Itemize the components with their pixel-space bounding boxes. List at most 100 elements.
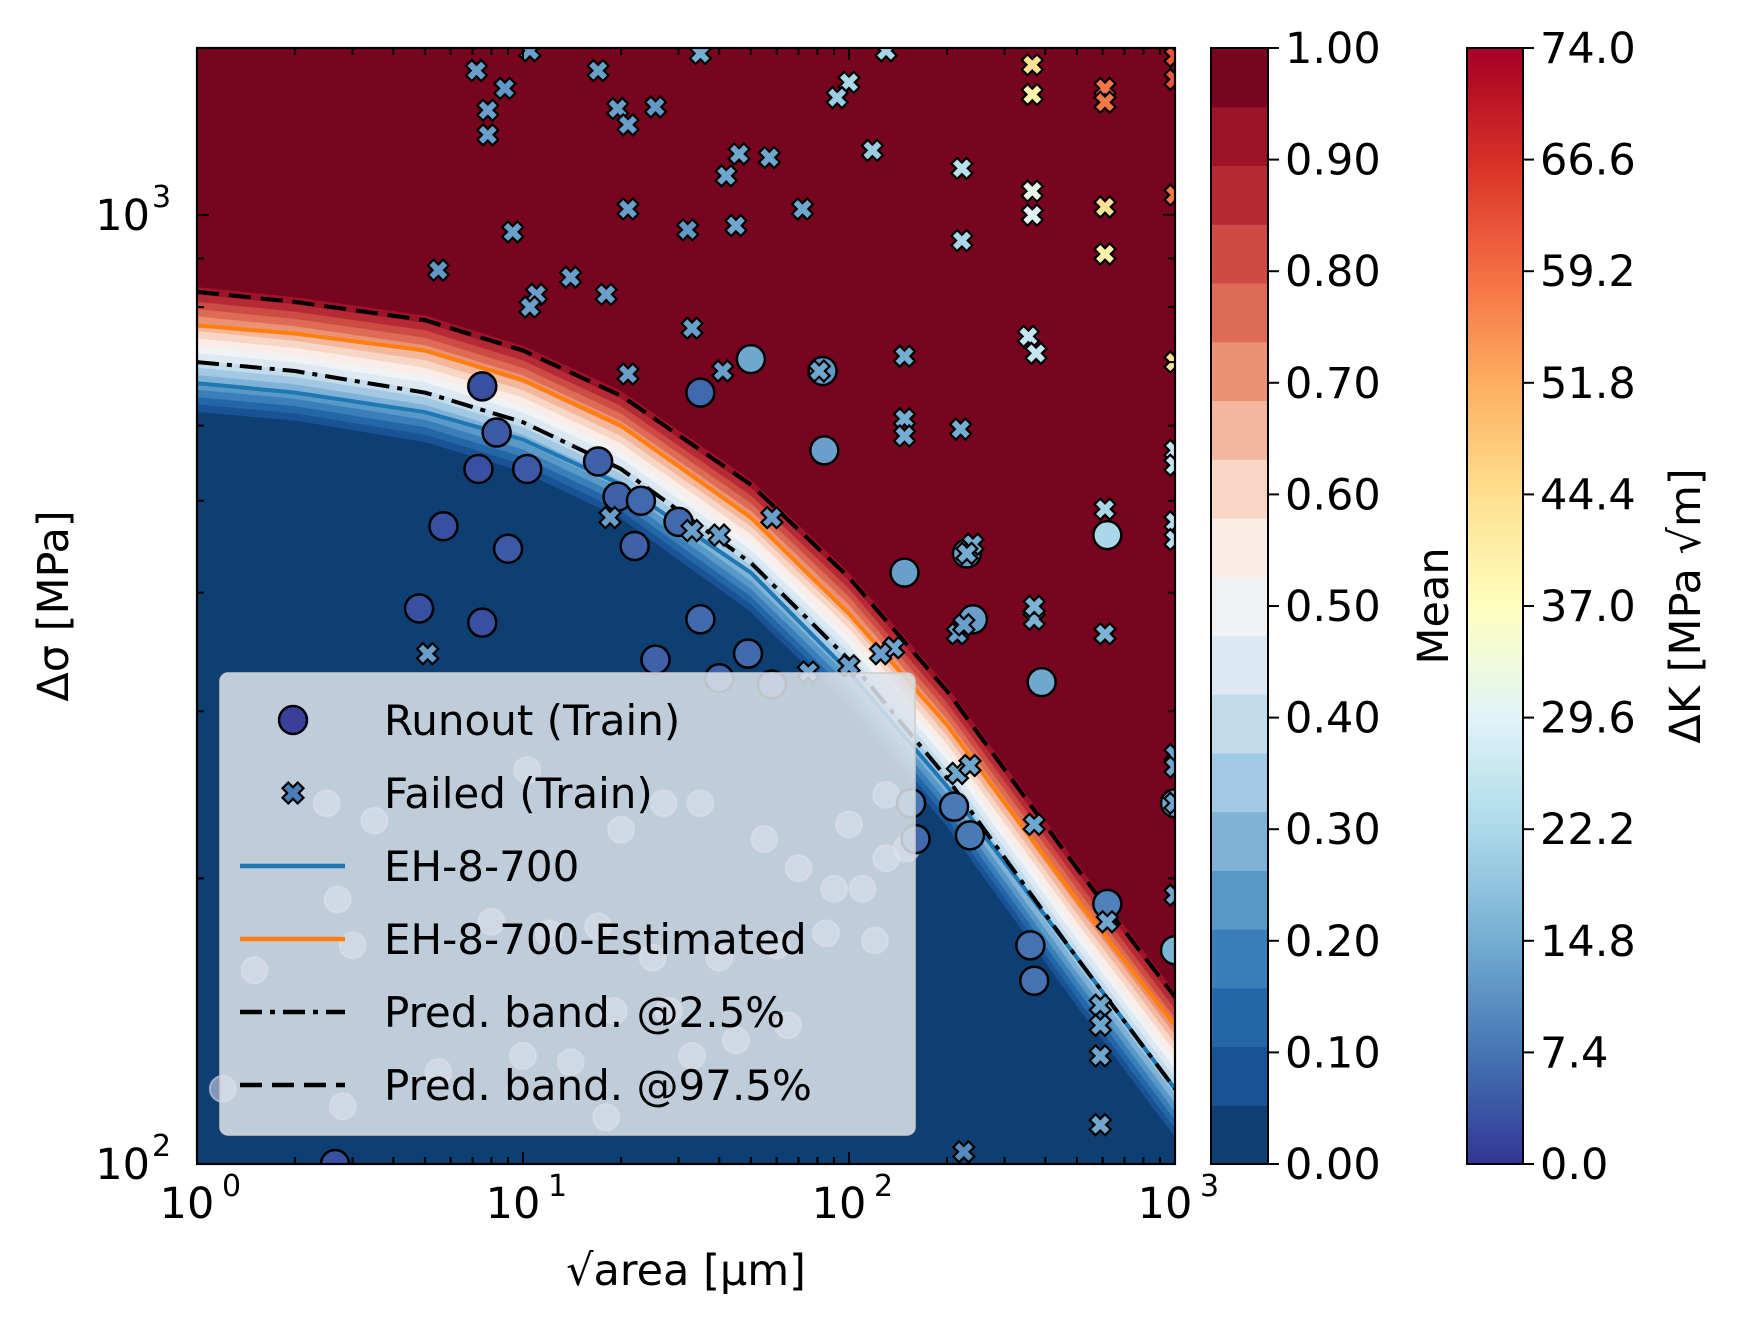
x-tick-label: 10	[1138, 1179, 1193, 1229]
dk-colorbar-segment	[1467, 1130, 1523, 1137]
dk-colorbar-segment	[1467, 723, 1523, 730]
mean-colorbar-segment	[1211, 48, 1268, 108]
dk-colorbar-segment	[1467, 511, 1523, 518]
mean-colorbar: 0.00 0.10 0.20 0.30 0.40 0.50 0.60 0.70 0.80 0.90…	[1210, 24, 1459, 1190]
dk-colorbar-segment	[1467, 170, 1523, 178]
dk-colorbar-segment	[1467, 712, 1523, 719]
failed-point	[868, 641, 893, 666]
dk-colorbar-tick-label: 51.8	[1540, 359, 1636, 409]
runout-point	[467, 371, 498, 402]
dk-colorbar-segment	[1467, 254, 1523, 261]
dk-colorbar-segment	[1467, 1124, 1523, 1132]
failed-point	[1092, 90, 1118, 115]
dk-colorbar-segment	[1467, 840, 1523, 847]
failed-point	[598, 505, 623, 530]
failed-point	[1088, 993, 1113, 1018]
mean-colorbar-tick-label: 0.20	[1285, 917, 1381, 967]
dk-colorbar-segment	[1467, 661, 1523, 669]
dk-colorbar-segment	[1467, 751, 1523, 758]
runout-point	[954, 820, 986, 851]
mean-colorbar-segment	[1211, 106, 1268, 167]
failed-point	[825, 85, 850, 110]
runout-point	[732, 638, 764, 669]
failed-point	[492, 76, 517, 101]
dk-colorbar-segment	[1467, 120, 1523, 127]
dk-colorbar-segment	[1467, 215, 1523, 222]
runout-point	[1015, 930, 1046, 961]
x-axis-label: √area [μm]	[566, 1246, 806, 1296]
failed-point	[948, 417, 973, 442]
dk-colorbar-segment	[1467, 678, 1523, 685]
x-tick-label: 10	[160, 1179, 215, 1229]
dk-colorbar-segment	[1467, 689, 1523, 697]
failed-point	[643, 94, 668, 120]
dk-colorbar-segment	[1467, 137, 1523, 144]
runout-points	[319, 343, 1175, 1164]
dk-colorbar-segment	[1467, 109, 1523, 116]
mean-colorbar-segment	[1211, 1105, 1268, 1165]
dk-colorbar-segment	[1467, 48, 1523, 55]
mean-colorbar-segment	[1211, 929, 1268, 989]
dk-colorbar-segment	[1467, 87, 1523, 94]
dk-colorbar-segment	[1467, 762, 1523, 769]
mean-colorbar-segment	[1211, 811, 1268, 871]
dk-colorbar-segment	[1467, 912, 1523, 920]
mean-colorbar-segment	[1211, 282, 1268, 343]
dk-colorbar-segment	[1467, 282, 1523, 289]
runout-point	[1026, 666, 1057, 698]
dk-colorbar-segment	[1467, 1097, 1523, 1104]
mean-colorbar-segment	[1211, 1046, 1268, 1106]
dk-colorbar-segment	[1467, 198, 1523, 206]
dk-colorbar-segment	[1467, 1158, 1523, 1165]
dk-colorbar-segment	[1467, 265, 1523, 272]
dk-colorbar-segment	[1467, 611, 1523, 618]
dk-colorbar-segment	[1467, 1030, 1523, 1037]
dk-colorbar-segment	[1467, 918, 1523, 925]
dk-colorbar-segment	[1467, 477, 1523, 485]
dk-colorbar-segment	[1467, 974, 1523, 981]
dk-colorbar-segment	[1467, 1007, 1523, 1015]
dk-colorbar-segment	[1467, 801, 1523, 808]
dk-colorbar-segment	[1467, 561, 1523, 568]
dk-colorbar-segment	[1467, 433, 1523, 440]
failed-point	[517, 295, 542, 320]
dk-colorbar-segment	[1467, 890, 1523, 897]
failed-point	[1024, 341, 1049, 366]
failed-point	[1092, 241, 1118, 267]
failed-point	[594, 282, 619, 307]
dk-colorbar-segment	[1467, 1152, 1523, 1160]
dk-colorbar-segment	[1467, 92, 1523, 100]
dk-colorbar-segment	[1467, 527, 1523, 535]
dk-colorbar-segment	[1467, 1063, 1523, 1070]
dk-colorbar-segment	[1467, 745, 1523, 752]
failed-points	[415, 48, 1175, 1164]
mean-colorbar-segment	[1211, 224, 1268, 284]
mean-colorbar-tick-label: 0.80	[1285, 247, 1381, 297]
y-tick-exponent: 3	[152, 180, 171, 215]
runout-point	[582, 446, 614, 477]
failed-point	[464, 58, 489, 83]
dk-colorbar-segment	[1467, 260, 1523, 267]
dk-colorbar-segment	[1467, 494, 1523, 501]
dk-colorbar-segment	[1467, 901, 1523, 909]
dk-colorbar-segment	[1467, 103, 1523, 111]
dk-colorbar-segment	[1467, 114, 1523, 122]
dk-colorbar-segment	[1467, 862, 1523, 870]
dk-colorbar-segment	[1467, 1018, 1523, 1026]
failed-point	[710, 358, 735, 384]
failed-point	[1092, 194, 1118, 219]
dk-colorbar-segment	[1467, 159, 1523, 166]
runout-point	[403, 593, 435, 624]
mean-colorbar-segment	[1211, 165, 1268, 225]
dk-colorbar-segment	[1467, 544, 1523, 551]
dk-colorbar-segment	[1467, 516, 1523, 524]
failed-point	[714, 163, 739, 188]
dk-colorbar-segment	[1467, 460, 1523, 468]
failed-point	[1162, 48, 1175, 69]
dk-colorbar-segment	[1467, 287, 1523, 295]
failed-point	[957, 753, 983, 778]
failed-point	[951, 1139, 976, 1164]
dk-colorbar-segment	[1467, 756, 1523, 764]
y-tick-label: 10	[95, 191, 150, 241]
dk-colorbar-segment	[1467, 617, 1523, 624]
